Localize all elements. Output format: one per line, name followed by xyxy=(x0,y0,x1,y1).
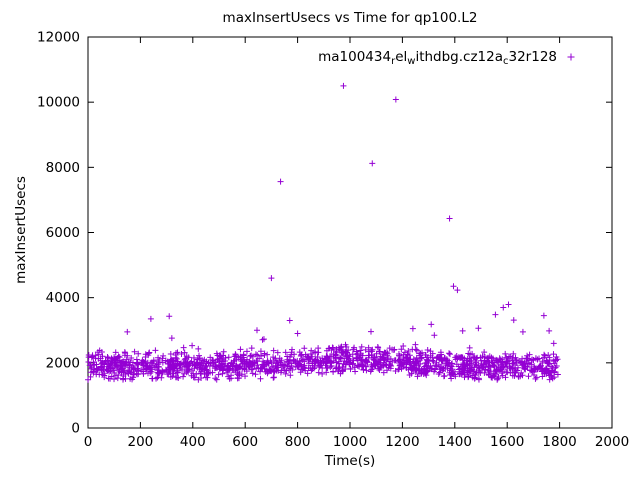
x-tick-label: 1200 xyxy=(385,434,419,450)
legend-text: ma100434 xyxy=(318,49,392,65)
x-tick-label: 2000 xyxy=(595,434,629,450)
x-tick-label: 1800 xyxy=(542,434,576,450)
legend-text: 32r128 xyxy=(508,49,558,65)
x-tick-label: 1400 xyxy=(438,434,472,450)
x-axis-label: Time(s) xyxy=(324,453,376,469)
legend-subscript: r xyxy=(391,56,396,67)
y-tick-label: 8000 xyxy=(46,160,80,176)
legend-label: ma100434relwithdbg.cz12ac32r128 xyxy=(88,49,557,67)
legend-marker-icon xyxy=(567,53,575,61)
scatter-points xyxy=(85,82,561,383)
legend-subscript: c xyxy=(503,56,509,67)
x-tick-label: 400 xyxy=(180,434,206,450)
chart-title: maxInsertUsecs vs Time for qp100.L2 xyxy=(222,10,478,26)
y-tick-label: 4000 xyxy=(46,290,80,306)
x-tick-label: 600 xyxy=(232,434,258,450)
legend-text: ithdbg.cz12a xyxy=(415,49,503,65)
y-tick-label: 12000 xyxy=(37,30,80,46)
x-tick-label: 800 xyxy=(285,434,311,450)
y-tick-label: 6000 xyxy=(46,225,80,241)
x-tick-label: 1000 xyxy=(333,434,367,450)
y-tick-label: 2000 xyxy=(46,355,80,371)
legend-subscript: w xyxy=(407,56,416,67)
y-tick-label: 0 xyxy=(71,421,80,437)
x-tick-label: 200 xyxy=(128,434,154,450)
legend-text: el xyxy=(395,49,408,65)
x-tick-label: 1600 xyxy=(490,434,524,450)
y-tick-label: 10000 xyxy=(37,95,80,111)
x-tick-label: 0 xyxy=(84,434,93,450)
